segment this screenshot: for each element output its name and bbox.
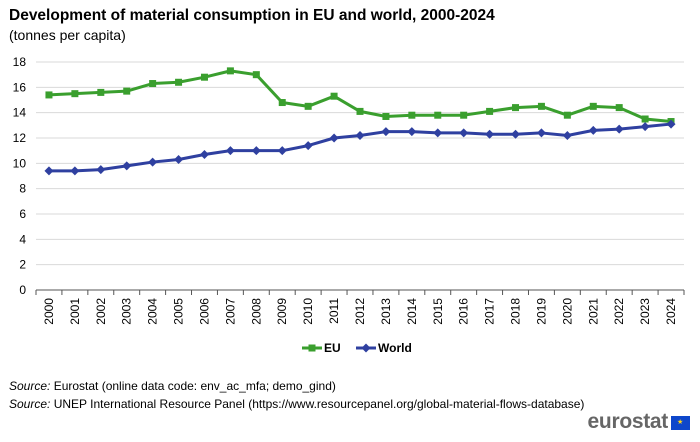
data-point-eu	[123, 87, 131, 95]
legend-marker-world	[361, 343, 371, 353]
x-tick-label: 2020	[560, 298, 574, 325]
data-point-eu	[460, 111, 468, 119]
x-tick-label: 2002	[94, 298, 108, 325]
source-label: Source:	[9, 397, 51, 411]
data-point-eu	[537, 102, 545, 110]
data-point-world	[303, 141, 313, 151]
x-tick-label: 2013	[379, 298, 393, 325]
data-point-world	[199, 149, 209, 159]
legend-label-eu: EU	[324, 341, 341, 355]
x-tick-label: 2001	[68, 298, 82, 325]
x-tick-label: 2018	[509, 298, 523, 325]
data-point-eu	[97, 88, 105, 96]
data-point-world	[44, 166, 54, 176]
source-text: Eurostat (online data code: env_ac_mfa; …	[50, 379, 336, 393]
x-tick-label: 2023	[638, 298, 652, 325]
y-tick-label: 16	[13, 80, 27, 94]
data-point-world	[225, 146, 235, 156]
data-point-eu	[589, 102, 597, 110]
chart-title: Development of material consumption in E…	[9, 7, 495, 24]
x-tick-label: 2014	[405, 298, 419, 325]
data-point-eu	[252, 71, 260, 79]
data-point-world	[174, 155, 184, 165]
x-tick-label: 2007	[223, 298, 237, 325]
source-label: Source:	[9, 379, 51, 393]
data-point-world	[329, 133, 339, 143]
source-unep: Source: UNEP International Resource Pane…	[9, 397, 584, 411]
chart-subtitle: (tonnes per capita)	[9, 27, 126, 43]
data-point-world	[433, 128, 443, 138]
data-point-world	[251, 146, 261, 156]
y-tick-label: 18	[13, 55, 27, 69]
data-point-world	[588, 125, 598, 135]
x-tick-label: 2005	[172, 298, 186, 325]
data-point-eu	[304, 102, 312, 110]
x-tick-label: 2022	[612, 298, 626, 325]
x-tick-label: 2006	[197, 298, 211, 325]
x-tick-label: 2009	[275, 298, 289, 325]
legend-label-world: World	[378, 341, 412, 355]
data-point-world	[485, 129, 495, 139]
data-point-world	[459, 128, 469, 138]
data-point-world	[407, 127, 417, 137]
y-tick-label: 10	[13, 156, 27, 170]
data-point-eu	[149, 80, 157, 88]
y-tick-label: 0	[19, 283, 26, 297]
x-tick-label: 2015	[431, 298, 445, 325]
data-point-world	[148, 157, 158, 167]
data-point-world	[614, 124, 624, 134]
eu-flag-icon: ★	[671, 416, 690, 430]
data-point-eu	[434, 111, 442, 119]
data-point-eu	[641, 115, 649, 123]
data-point-world	[70, 166, 80, 176]
data-point-eu	[330, 92, 338, 100]
y-tick-label: 6	[19, 207, 26, 221]
data-point-world	[96, 165, 106, 175]
data-point-eu	[356, 107, 364, 115]
data-point-eu	[382, 112, 390, 120]
data-point-eu	[226, 67, 234, 75]
data-point-world	[562, 130, 572, 140]
data-point-world	[277, 146, 287, 156]
x-tick-label: 2017	[483, 298, 497, 325]
data-point-eu	[278, 99, 286, 107]
y-tick-label: 2	[19, 258, 26, 272]
data-point-world	[666, 119, 676, 129]
data-point-eu	[71, 90, 79, 98]
data-point-world	[640, 122, 650, 132]
y-tick-label: 14	[13, 106, 27, 120]
data-point-eu	[45, 91, 53, 99]
x-tick-label: 2004	[146, 298, 160, 325]
data-point-eu	[615, 104, 623, 112]
data-point-world	[355, 130, 365, 140]
legend-marker-eu	[308, 344, 316, 352]
data-point-eu	[486, 107, 494, 115]
y-tick-label: 8	[19, 182, 26, 196]
x-tick-label: 2011	[327, 298, 341, 324]
data-point-world	[511, 129, 521, 139]
data-point-eu	[408, 111, 416, 119]
data-point-eu	[512, 104, 520, 112]
eurostat-logo: eurostat	[587, 410, 669, 433]
data-point-eu	[563, 111, 571, 119]
x-tick-label: 2016	[457, 298, 471, 325]
data-point-eu	[175, 78, 183, 86]
x-tick-label: 2003	[120, 298, 134, 325]
x-tick-label: 2012	[353, 298, 367, 325]
data-point-world	[381, 127, 391, 137]
y-tick-label: 4	[19, 232, 26, 246]
source-text: UNEP International Resource Panel (https…	[50, 397, 585, 411]
data-point-world	[536, 128, 546, 138]
x-tick-label: 2008	[249, 298, 263, 325]
data-point-world	[122, 161, 132, 171]
data-point-eu	[200, 73, 208, 81]
x-tick-label: 2021	[586, 298, 600, 325]
x-tick-label: 2000	[42, 298, 56, 325]
x-tick-label: 2024	[664, 298, 678, 325]
source-eurostat: Source: Eurostat (online data code: env_…	[9, 379, 336, 393]
x-tick-label: 2010	[301, 298, 315, 325]
x-tick-label: 2019	[534, 298, 548, 325]
y-tick-label: 12	[13, 131, 27, 145]
